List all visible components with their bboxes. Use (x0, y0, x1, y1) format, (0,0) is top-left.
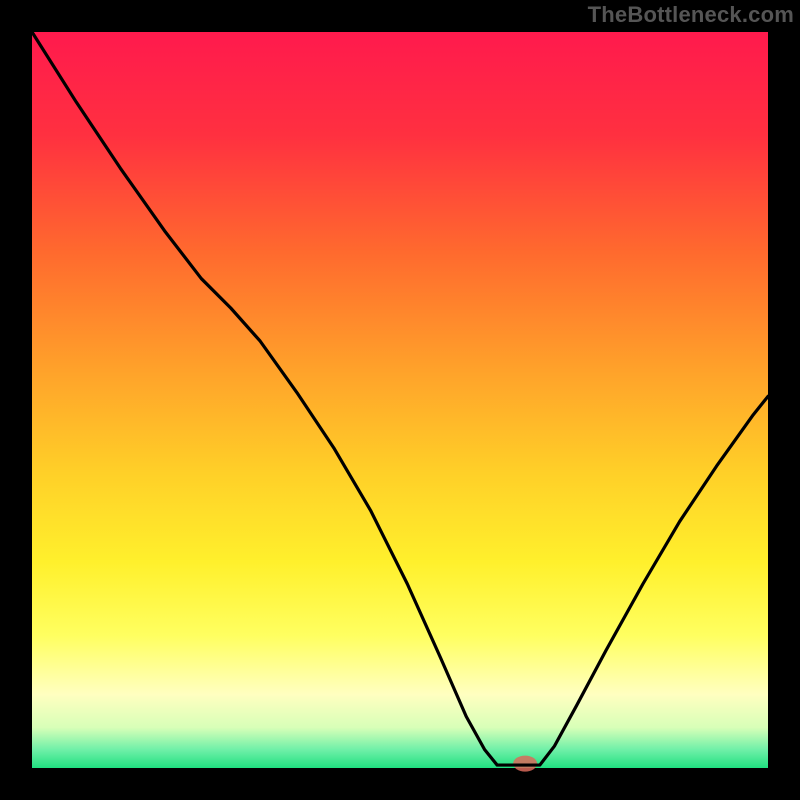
chart-stage: TheBottleneck.com (0, 0, 800, 800)
plot-area (32, 32, 768, 768)
watermark-text: TheBottleneck.com (588, 2, 794, 28)
chart-svg (0, 0, 800, 800)
